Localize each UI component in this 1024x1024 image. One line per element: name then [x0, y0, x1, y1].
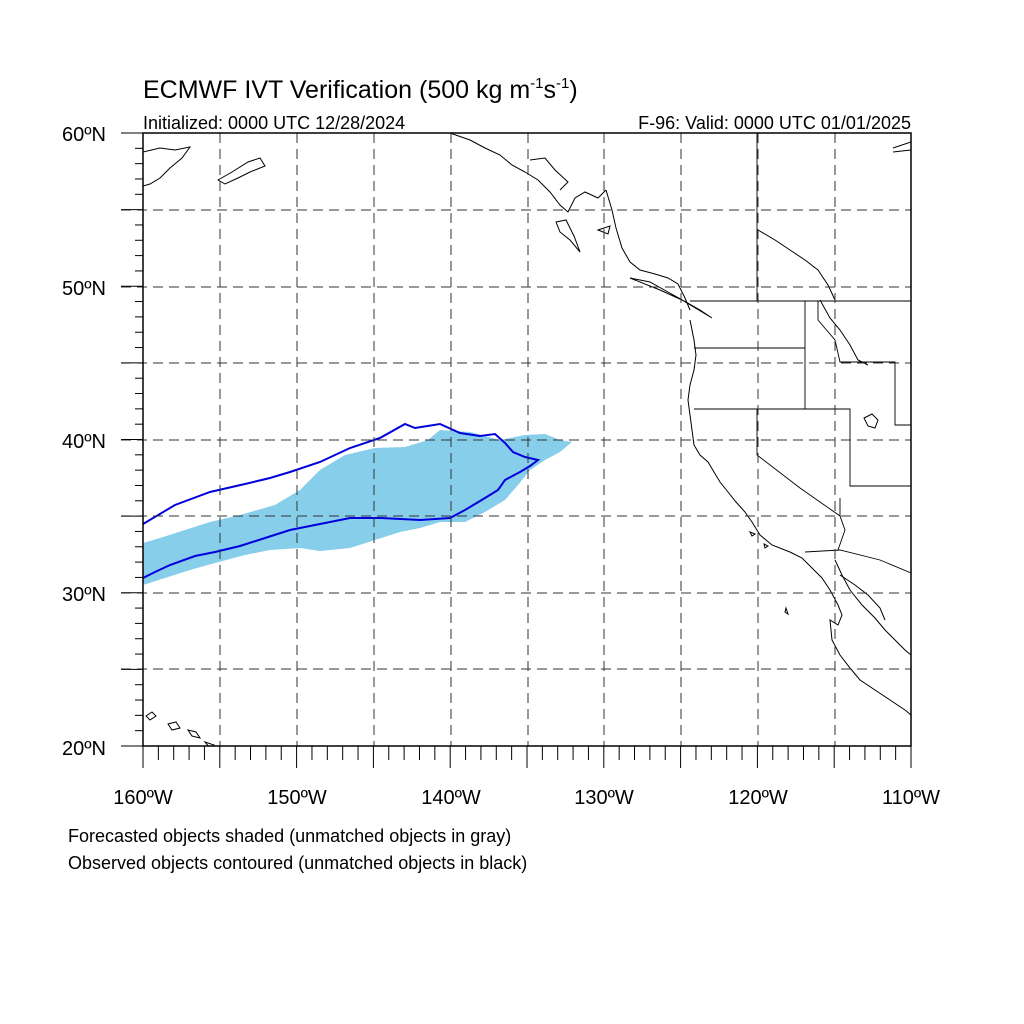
- forecast-object: [143, 430, 572, 585]
- lon-label-160w: 160ºW: [113, 787, 173, 809]
- lon-label-110w: 110ºW: [882, 787, 940, 809]
- map-area: [143, 133, 911, 746]
- lat-label-60n: 60ºN: [62, 124, 106, 146]
- lat-label-20n: 20ºN: [62, 738, 106, 760]
- observed-object-contour: [143, 422, 541, 579]
- forecast-note: Forecasted objects shaded (unmatched obj…: [68, 826, 511, 846]
- lat-label-30n: 30ºN: [62, 584, 106, 606]
- lon-label-130w: 130ºW: [574, 787, 634, 809]
- observed-note: Observed objects contoured (unmatched ob…: [68, 853, 527, 873]
- lon-label-150w: 150ºW: [267, 787, 327, 809]
- coastlines: [143, 133, 911, 746]
- axis-ticks: [121, 132, 912, 768]
- valid-label: F-96: Valid: 0000 UTC 01/01/2025: [638, 113, 911, 133]
- political-borders: [690, 133, 911, 574]
- lat-label-50n: 50ºN: [62, 278, 106, 300]
- lon-label-120w: 120ºW: [728, 787, 788, 809]
- initialized-label: Initialized: 0000 UTC 12/28/2024: [143, 113, 405, 133]
- map-grid: [121, 133, 911, 746]
- lon-label-140w: 140ºW: [421, 787, 481, 809]
- map-title: ECMWF IVT Verification (500 kg m-1s-1): [143, 75, 578, 104]
- lat-label-40n: 40ºN: [62, 431, 106, 453]
